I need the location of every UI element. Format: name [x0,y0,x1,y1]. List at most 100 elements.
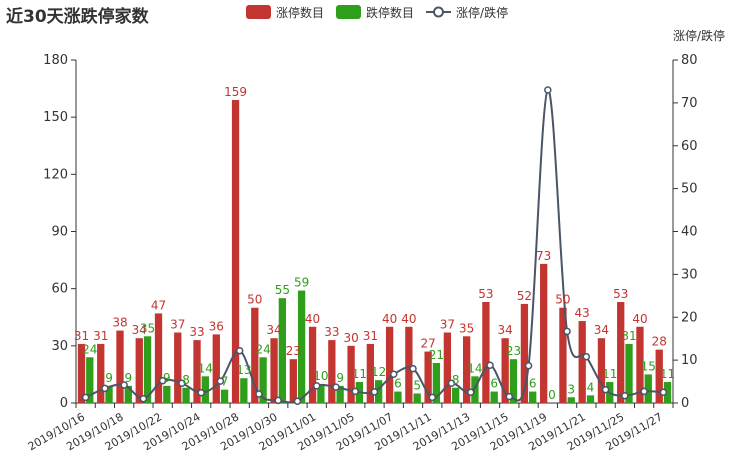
ratio-point [216,377,225,385]
y-left-tick-label: 60 [51,282,68,297]
bar-limit-down [529,391,537,403]
data-label-limit-down: 14 [467,361,482,375]
ratio-point [120,381,128,389]
data-label-limit-down: 59 [294,276,309,290]
bar-limit-down [586,395,595,403]
bar-limit-up [77,343,86,403]
legend-item-limit-down[interactable]: 跌停数目 [336,4,414,21]
ratio-point [409,364,417,373]
y-right-tick-label: 70 [681,96,698,111]
data-label-limit-up: 33 [189,325,204,339]
bar-limit-down [259,357,267,403]
ratio-point [370,388,379,396]
ratio-point [158,376,167,385]
ratio-point [235,346,244,355]
data-label-limit-down: 3 [567,382,575,396]
bar-limit-up [501,338,509,403]
data-label-limit-down: 21 [429,348,444,362]
bar-limit-up [462,336,471,403]
bar-limit-up [597,338,606,403]
data-label-limit-up: 28 [652,335,667,349]
y-left-tick-label: 150 [43,110,68,125]
ratio-point [139,394,148,403]
bar-limit-down [413,393,421,403]
y-right-tick-label: 0 [681,396,689,411]
ratio-point [81,393,90,402]
data-label-limit-up: 47 [151,298,166,312]
data-label-limit-up: 34 [594,323,609,337]
bar-limit-down [317,383,325,403]
ratio-point [601,385,610,394]
data-label-limit-up: 31 [74,329,89,343]
bar-limit-down [278,298,287,403]
bar-limit-down [336,385,344,403]
bar-limit-down [143,336,152,403]
bar-limit-down [490,391,498,403]
legend-item-limit-up[interactable]: 涨停数目 [246,4,324,21]
data-label-limit-up: 37 [440,317,455,331]
ratio-point [505,392,514,401]
ratio-point [563,327,571,336]
bar-limit-up [540,263,548,403]
ratio-point [447,379,456,388]
data-label-limit-down: 23 [506,344,521,358]
y-left-tick-label: 90 [51,225,68,240]
bar-limit-down [163,385,171,403]
data-label-limit-down: 35 [140,321,155,335]
bar-limit-up [424,351,432,403]
bar-limit-down [124,385,132,403]
bar-limit-down [375,380,383,403]
ratio-point [486,361,494,370]
bar-limit-up [328,340,336,403]
data-label-limit-up: 50 [555,293,570,307]
bar-limit-down [220,389,229,403]
ratio-point [293,397,302,406]
ratio-point [274,396,282,405]
y-right-tick-label: 50 [681,182,698,197]
data-label-limit-up: 38 [112,316,127,330]
data-label-limit-down: 5 [413,378,421,392]
y-right-tick-label: 80 [681,53,698,68]
y-right-tick-label: 30 [681,267,698,282]
data-label-limit-down: 55 [275,283,290,297]
bar-limit-up [174,332,182,403]
data-label-limit-down: 4 [587,380,595,394]
bar-limit-down [201,376,209,403]
bar-limit-down [182,387,190,403]
data-label-limit-down: 11 [352,367,367,381]
ratio-point [467,388,475,397]
y-right-axis-label: 涨停/跌停 [673,28,725,43]
data-label-limit-up: 40 [382,312,397,326]
ratio-point [640,387,648,396]
legend-swatch-limit-up [246,5,271,19]
ratio-point [524,361,533,370]
y-right-tick-label: 60 [681,139,698,154]
y-right-tick-label: 40 [681,225,698,240]
y-left-tick-label: 180 [43,53,68,68]
bar-limit-down [452,387,460,403]
legend-label-limit-up: 涨停数目 [276,5,325,20]
bar-limit-up [270,338,278,403]
data-label-limit-up: 33 [324,325,339,339]
data-label-limit-down: 9 [124,371,132,385]
bar-limit-up [578,321,586,403]
bar-limit-down [240,378,248,403]
data-label-limit-up: 40 [305,312,320,326]
bar-limit-up [617,302,625,403]
data-label-limit-down: 24 [255,342,270,356]
bar-limit-down [567,397,575,403]
data-label-limit-down: 14 [198,361,213,375]
data-label-limit-up: 73 [536,249,551,263]
ratio-point [255,390,263,398]
data-label-limit-up: 31 [93,329,108,343]
data-label-limit-down: 10 [313,369,328,383]
bar-limit-down [663,382,672,403]
data-label-limit-down: 24 [82,342,97,356]
legend-item-ratio[interactable]: 涨停/跌停 [426,4,508,21]
data-label-limit-up: 50 [247,293,262,307]
data-label-limit-up: 35 [459,321,474,335]
data-label-limit-up: 43 [575,306,590,320]
ratio-point [659,388,668,397]
bar-limit-up [308,326,317,403]
